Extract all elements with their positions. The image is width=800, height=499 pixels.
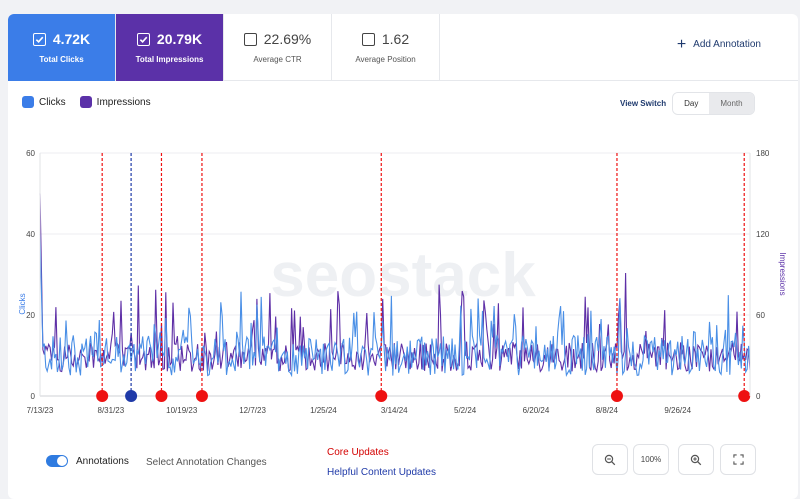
y-tick-label-right: 120 bbox=[756, 230, 770, 239]
expand-icon bbox=[732, 454, 744, 465]
metric-average-position[interactable]: 1.62 Average Position bbox=[332, 14, 440, 81]
legend-helpful-updates: Helpful Content Updates bbox=[327, 467, 436, 478]
annotation-marker-core bbox=[195, 390, 208, 402]
add-annotation-label: Add Annotation bbox=[693, 39, 761, 50]
metric-value: 20.79K bbox=[156, 31, 203, 47]
zoom-in-icon bbox=[690, 454, 702, 465]
legend-swatch-clicks bbox=[22, 96, 34, 108]
performance-card: 4.72K Total Clicks 20.79K Total Impressi… bbox=[8, 14, 798, 499]
y-tick-label-right: 60 bbox=[756, 311, 765, 320]
x-tick-label: 7/13/23 bbox=[27, 406, 54, 414]
legend-item-impressions[interactable]: Impressions bbox=[79, 96, 151, 108]
checkbox-checked-icon[interactable] bbox=[32, 32, 46, 46]
metric-value: 22.69% bbox=[263, 31, 312, 47]
x-tick-label: 5/2/24 bbox=[454, 406, 477, 414]
x-tick-label: 6/20/24 bbox=[523, 406, 550, 414]
y-axis-label-left: Clicks bbox=[18, 293, 27, 314]
chart-legend: Clicks Impressions bbox=[22, 96, 151, 108]
annotation-marker-core bbox=[610, 390, 623, 402]
legend-core-updates: Core Updates bbox=[327, 447, 389, 458]
y-tick-label-right: 180 bbox=[756, 149, 770, 158]
plus-icon: + bbox=[676, 35, 687, 53]
annotation-lines bbox=[96, 153, 751, 402]
clicks-line bbox=[39, 233, 751, 378]
y-tick-label-left: 20 bbox=[26, 311, 35, 320]
legend-item-clicks[interactable]: Clicks bbox=[22, 96, 66, 108]
metric-value: 1.62 bbox=[381, 31, 410, 47]
chart-axes: 0 20 40 60 0 60 120 180 7/13/23 8/31/23 10/19/23 12… bbox=[26, 149, 770, 414]
metric-label: Total Clicks bbox=[39, 55, 84, 64]
view-day-button[interactable]: Day bbox=[673, 93, 710, 114]
annotation-marker-core bbox=[738, 390, 751, 402]
select-annotation-changes[interactable]: Select Annotation Changes bbox=[146, 457, 267, 468]
metrics-bar: 4.72K Total Clicks 20.79K Total Impressi… bbox=[8, 14, 798, 81]
checkbox-unchecked-icon[interactable] bbox=[361, 32, 375, 46]
zoom-out-button[interactable] bbox=[592, 444, 628, 475]
metric-average-ctr[interactable]: 22.69% Average CTR bbox=[224, 14, 332, 81]
seostack-watermark: seostack bbox=[270, 241, 536, 310]
add-annotation-button[interactable]: + Add Annotation bbox=[676, 35, 761, 53]
metric-label: Average CTR bbox=[253, 55, 302, 64]
x-tick-label: 10/19/23 bbox=[166, 406, 198, 414]
legend-swatch-impressions bbox=[79, 96, 92, 108]
y-tick-label-right: 0 bbox=[756, 392, 761, 401]
zoom-level: 100% bbox=[640, 455, 662, 464]
zoom-in-button[interactable] bbox=[678, 444, 714, 475]
x-tick-label: 8/31/23 bbox=[98, 406, 125, 414]
y-tick-label-left: 0 bbox=[31, 392, 36, 401]
view-switch-label: View Switch bbox=[620, 99, 667, 108]
y-tick-label-left: 60 bbox=[26, 149, 35, 158]
y-axis-label-right: Impressions bbox=[778, 252, 787, 295]
annotations-toggle[interactable] bbox=[46, 455, 68, 467]
x-tick-label: 8/8/24 bbox=[596, 406, 619, 414]
metric-total-clicks[interactable]: 4.72K Total Clicks bbox=[8, 14, 116, 81]
annotations-label: Annotations bbox=[76, 455, 129, 467]
view-switch: View Switch Day Month bbox=[620, 92, 755, 115]
annotation-marker-core bbox=[375, 390, 388, 402]
x-tick-label: 9/26/24 bbox=[664, 406, 691, 414]
legend-label: Clicks bbox=[39, 96, 66, 108]
x-tick-label: 1/25/24 bbox=[310, 406, 337, 414]
y-tick-label-left: 40 bbox=[26, 230, 35, 239]
metric-total-impressions[interactable]: 20.79K Total Impressions bbox=[116, 14, 224, 81]
x-tick-label: 3/14/24 bbox=[381, 406, 408, 414]
annotation-marker-core bbox=[96, 390, 109, 402]
annotation-marker-core bbox=[155, 390, 168, 402]
zoom-reset-button[interactable]: 100% bbox=[633, 444, 669, 475]
x-tick-label: 12/7/23 bbox=[239, 406, 266, 414]
metric-value: 4.72K bbox=[52, 31, 91, 47]
view-switch-segmented: Day Month bbox=[672, 92, 755, 115]
clicks-series bbox=[39, 233, 751, 378]
checkbox-unchecked-icon[interactable] bbox=[243, 32, 257, 46]
annotations-toggle-group: Annotations bbox=[46, 455, 129, 467]
view-month-button[interactable]: Month bbox=[709, 93, 754, 114]
zoom-out-icon bbox=[604, 454, 616, 465]
metric-label: Average Position bbox=[355, 55, 416, 64]
annotation-marker-helpful bbox=[125, 390, 138, 402]
legend-label: Impressions bbox=[96, 96, 151, 108]
performance-chart: seostack 0 20 40 60 0 60 120 180 7/13/23 8/31/23 1… bbox=[18, 149, 787, 414]
fullscreen-button[interactable] bbox=[720, 444, 756, 475]
checkbox-checked-icon[interactable] bbox=[136, 32, 150, 46]
metric-label: Total Impressions bbox=[135, 55, 204, 64]
